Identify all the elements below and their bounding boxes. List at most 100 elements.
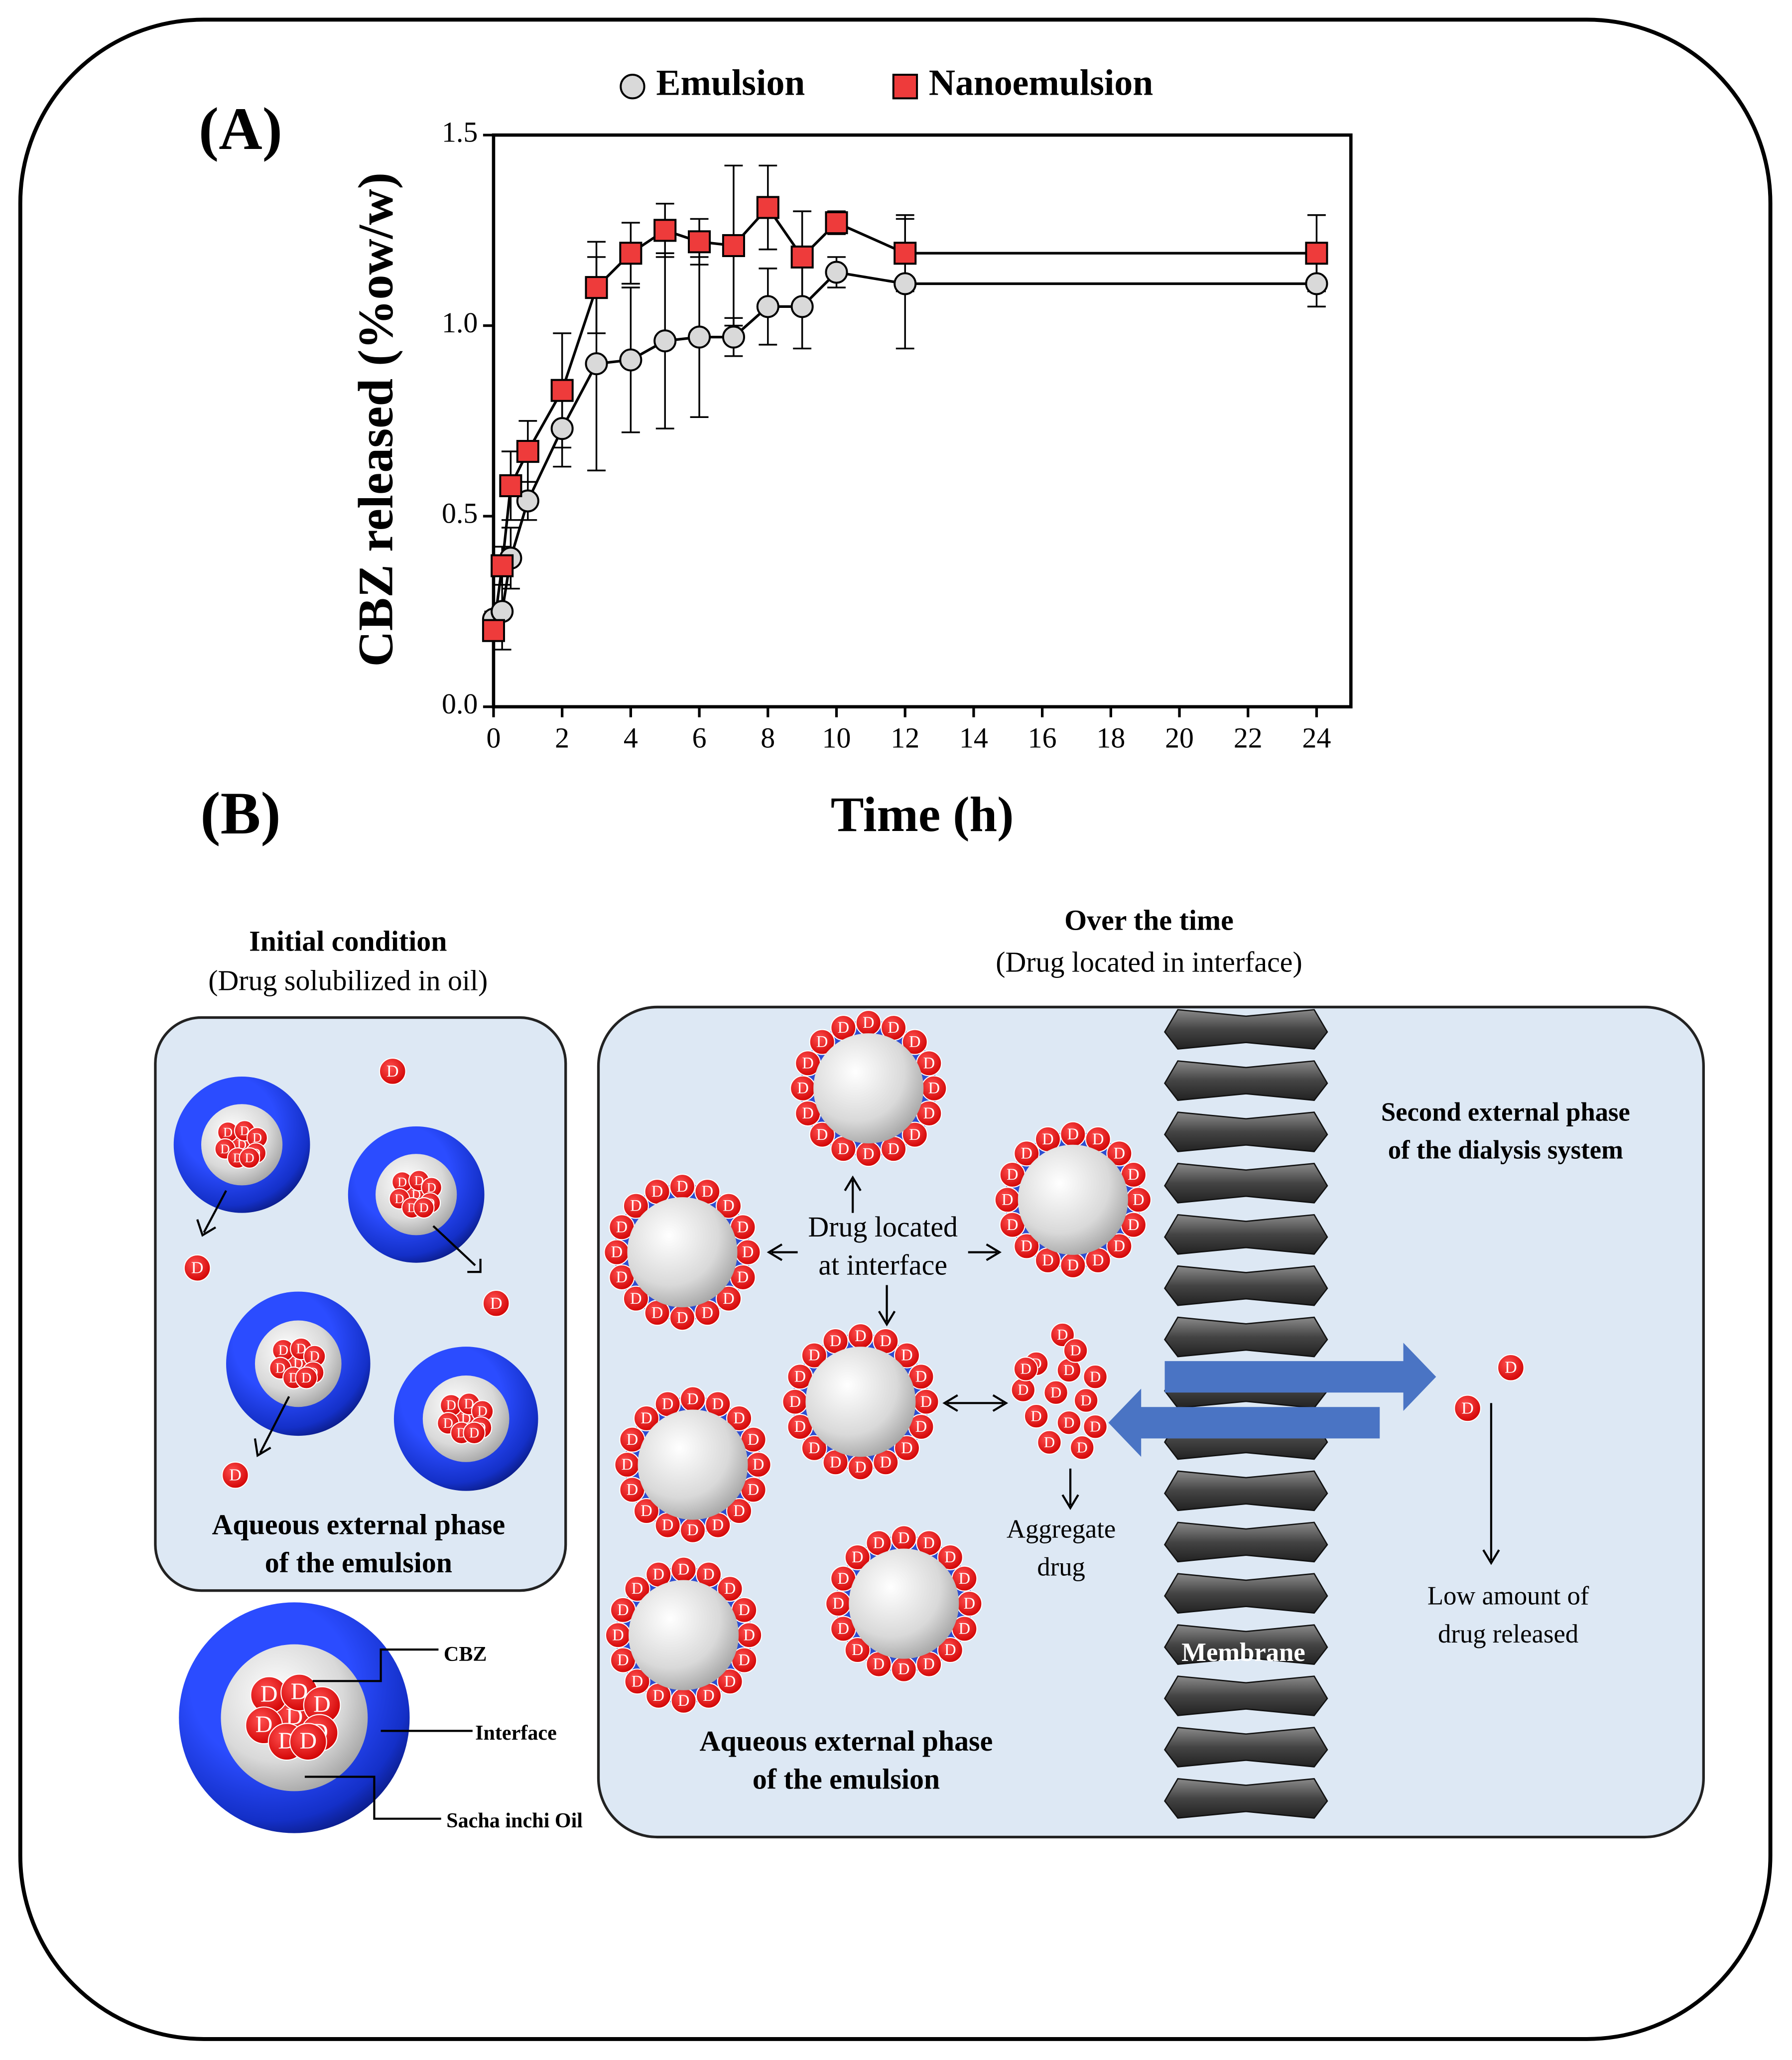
arrow (878, 1285, 896, 1327)
drug-symbol: D (915, 1368, 927, 1385)
drug-symbol: D (617, 1651, 629, 1669)
drug-particle (1043, 1380, 1068, 1405)
drug-particle (1106, 1140, 1133, 1167)
drug-symbol: D (855, 1458, 866, 1476)
drug-particle (289, 1723, 327, 1761)
label: of the emulsion (753, 1763, 940, 1795)
label: of the dialysis system (1388, 1136, 1623, 1165)
marker (756, 196, 779, 219)
y-tick-label: 0.5 (442, 497, 478, 529)
outer-frame (18, 17, 1773, 2041)
drug-particle (482, 1289, 510, 1317)
drug-symbol: D (630, 1290, 641, 1308)
marker (516, 489, 539, 513)
drug-symbol: D (278, 1343, 288, 1359)
drug-particle (726, 1498, 753, 1524)
x-tick-label: 0 (486, 721, 501, 754)
marker (722, 234, 745, 258)
drug-particle (894, 1435, 920, 1461)
drug-symbol: D (743, 1626, 755, 1644)
drug-particle (937, 1637, 963, 1663)
drug-symbol: D (678, 1692, 689, 1710)
membrane-block (1163, 1060, 1328, 1101)
drug-symbol: D (880, 1453, 892, 1471)
drug-symbol: D (397, 1174, 407, 1189)
drug-symbol: D (738, 1651, 750, 1669)
drug-symbol: D (1133, 1191, 1144, 1209)
drug-symbol: D (873, 1534, 885, 1552)
drug-symbol: D (909, 1033, 920, 1051)
drug-particle (623, 1285, 649, 1312)
drug-particle (1024, 1403, 1049, 1429)
marker (1305, 272, 1328, 295)
arrow (1061, 1468, 1079, 1510)
drug-symbol: D (627, 1431, 638, 1449)
membrane-block (1163, 1624, 1328, 1665)
drug-particle (1083, 1414, 1108, 1439)
drug-symbol: D (873, 1655, 885, 1673)
label: CBZ (444, 1643, 487, 1666)
drug-symbol: D (816, 1126, 828, 1144)
oil-core (638, 1409, 748, 1520)
drug-symbol: D (652, 1687, 664, 1705)
panel-label: (A) (199, 96, 282, 162)
drug-symbol: D (443, 1416, 453, 1431)
drug-symbol: D (723, 1197, 734, 1215)
drug-symbol: D (964, 1595, 975, 1613)
drug-symbol: D (220, 1141, 230, 1156)
drug-particle (1454, 1394, 1481, 1422)
drug-symbol: D (229, 1466, 242, 1485)
label: Second external phase (1381, 1098, 1630, 1126)
drug-symbol: D (832, 1595, 844, 1613)
drug-symbol: D (1092, 1251, 1104, 1269)
drug-symbol: D (640, 1502, 652, 1520)
drug-symbol: D (944, 1548, 956, 1566)
drug-symbol: D (676, 1178, 688, 1196)
drug-symbol: D (802, 1104, 813, 1122)
marker (790, 245, 814, 269)
membrane-block (1163, 1675, 1328, 1716)
drug-particle (715, 1285, 742, 1312)
drug-particle (901, 1121, 928, 1148)
drug-symbol: D (640, 1409, 652, 1427)
drug-symbol: D (240, 1123, 250, 1138)
drug-particle (1070, 1435, 1095, 1460)
leader-line (304, 1648, 473, 1820)
drug-particle (901, 1029, 928, 1055)
drug-symbol: D (414, 1173, 424, 1188)
drug-symbol: D (260, 1681, 278, 1707)
x-tick-label: 4 (624, 721, 638, 754)
x-tick-label: 10 (822, 721, 851, 754)
drug-symbol: D (1007, 1166, 1018, 1184)
marker (825, 261, 848, 284)
marker (585, 276, 608, 299)
x-tick-label: 18 (1096, 721, 1125, 754)
x-tick-label: 6 (692, 721, 707, 754)
drug-symbol: D (830, 1332, 841, 1350)
drug-symbol: D (737, 1268, 749, 1286)
drug-particle (801, 1342, 827, 1369)
drug-particle (894, 1342, 920, 1369)
membrane-block (1163, 1573, 1328, 1614)
drug-symbol: D (1067, 1256, 1079, 1274)
label: at interface (818, 1249, 947, 1281)
drug-symbol: D (632, 1580, 643, 1598)
marker (482, 619, 505, 642)
marker (894, 272, 917, 295)
arrow (432, 1225, 482, 1273)
membrane-block (1163, 1214, 1328, 1255)
drug-particle (1014, 1233, 1040, 1259)
drug-symbol: D (863, 1014, 874, 1032)
big-arrow (1108, 1388, 1380, 1457)
drug-symbol: D (712, 1395, 724, 1413)
arrow (196, 1190, 227, 1237)
marker (619, 348, 642, 372)
marker (491, 554, 514, 577)
drug-particle (624, 1576, 650, 1602)
legend-label: Emulsion (656, 62, 805, 103)
drug-symbol: D (676, 1309, 688, 1327)
drug-symbol: D (419, 1200, 429, 1215)
drug-symbol: D (1031, 1407, 1042, 1424)
